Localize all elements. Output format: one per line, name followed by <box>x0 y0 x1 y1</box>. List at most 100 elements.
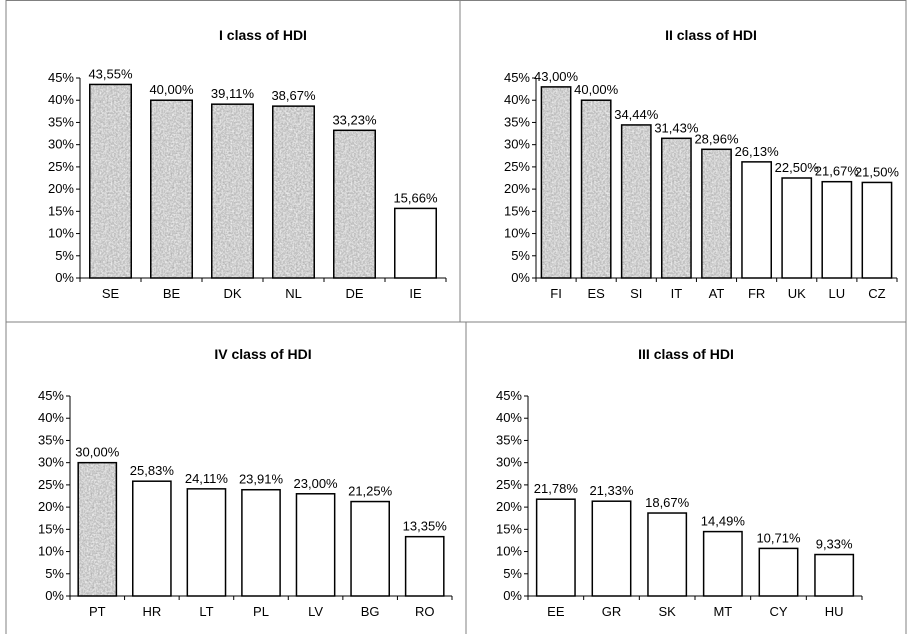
y-tick-label: 35% <box>496 432 522 447</box>
bar-be <box>150 99 193 279</box>
bar-ie <box>394 207 437 279</box>
x-tick-label-be: BE <box>163 286 181 301</box>
y-tick-label: 40% <box>504 92 530 107</box>
bar-at <box>701 148 732 279</box>
data-label-ee: 21,78% <box>534 481 579 496</box>
data-label-dk: 39,11% <box>211 86 255 101</box>
data-label-at: 28,96% <box>694 131 739 146</box>
bar-dk <box>211 103 254 279</box>
y-tick-label: 45% <box>504 70 530 85</box>
x-tick-label-es: ES <box>587 286 605 301</box>
bar-cz <box>861 181 893 279</box>
bar-sk <box>647 512 688 597</box>
x-tick-label-lt: LT <box>199 604 213 619</box>
data-label-lv: 23,00% <box>294 476 339 491</box>
y-tick-label: 5% <box>45 566 64 581</box>
data-label-bg: 21,25% <box>348 484 393 499</box>
bar-hu <box>814 553 855 597</box>
bar-lt <box>186 488 227 597</box>
y-tick-label: 30% <box>504 137 530 152</box>
y-tick-label: 0% <box>55 270 74 285</box>
data-label-cz: 21,50% <box>855 164 900 179</box>
bar-fi <box>540 86 572 279</box>
y-tick-label: 45% <box>496 388 522 403</box>
y-tick-label: 15% <box>504 203 530 218</box>
bar-de <box>333 129 376 279</box>
bar-gr <box>591 500 632 597</box>
bar-uk <box>781 177 813 279</box>
y-tick-label: 30% <box>38 455 64 470</box>
y-tick-label: 35% <box>38 432 64 447</box>
chart-class-3: 0% 5% 10% 15% 20% 25% 30% 35% 40% 45% 21,78% EE 21,3… <box>496 388 863 619</box>
chart-class-4: 0% 5% 10% 15% 20% 25% 30% 35% 40% 45% 30,00% PT 25,8… <box>38 388 453 619</box>
data-label-mt: 14,49% <box>701 514 746 529</box>
x-tick-label-se: SE <box>102 286 120 301</box>
chart-title-class-3: III class of HDI <box>638 346 734 362</box>
x-tick-label-cz: CZ <box>868 286 885 301</box>
bar-ee <box>535 498 576 597</box>
data-label-pt: 30,00% <box>75 445 120 460</box>
bar-pt <box>77 461 118 597</box>
bar-ro <box>404 535 445 597</box>
bar-mt <box>702 530 743 597</box>
y-tick-label: 10% <box>504 226 530 241</box>
y-tick-label: 20% <box>504 181 530 196</box>
data-label-fr: 26,13% <box>735 144 780 159</box>
x-tick-label-dk: DK <box>223 286 241 301</box>
y-tick-label: 5% <box>55 248 74 263</box>
x-tick-label-nl: NL <box>285 286 302 301</box>
y-tick-label: 35% <box>48 114 74 129</box>
y-tick-label: 40% <box>48 92 74 107</box>
data-label-de: 33,23% <box>332 112 377 127</box>
data-label-hr: 25,83% <box>130 463 175 478</box>
y-tick-label: 10% <box>496 544 522 559</box>
data-label-se: 43,55% <box>88 66 133 81</box>
x-tick-label-fi: FI <box>550 286 562 301</box>
x-tick-label-cy: CY <box>769 604 787 619</box>
bar-fr <box>741 161 773 279</box>
x-tick-label-lu: LU <box>829 286 846 301</box>
data-label-ie: 15,66% <box>393 190 438 205</box>
y-tick-label: 15% <box>38 521 64 536</box>
x-tick-label-ro: RO <box>415 604 435 619</box>
y-tick-label: 5% <box>511 248 530 263</box>
data-label-fi: 43,00% <box>534 69 579 84</box>
y-tick-label: 25% <box>48 159 74 174</box>
x-tick-label-at: AT <box>709 286 725 301</box>
data-label-hu: 9,33% <box>816 537 853 552</box>
bar-hr <box>132 480 172 597</box>
data-label-nl: 38,67% <box>271 88 316 103</box>
y-tick-label: 0% <box>45 588 64 603</box>
y-tick-label: 15% <box>48 203 74 218</box>
chart-class-1: 0% 5% 10% 15% 20% 25% 30% 35% 40% 45% 43,55% SE 40,0… <box>48 66 447 301</box>
data-label-lt: 24,11% <box>185 471 229 486</box>
x-tick-label-si: SI <box>630 286 642 301</box>
x-tick-label-ee: EE <box>547 604 565 619</box>
bar-it <box>660 137 692 279</box>
chart-class-2: 0% 5% 10% 15% 20% 25% 30% 35% 40% 45% 43,00% FI 40,0… <box>504 69 899 301</box>
x-tick-label-de: DE <box>345 286 363 301</box>
bar-si <box>620 124 652 279</box>
x-tick-label-it: IT <box>671 286 683 301</box>
x-tick-label-sk: SK <box>658 604 676 619</box>
data-label-lu: 21,67% <box>815 164 860 179</box>
data-label-pl: 23,91% <box>239 472 284 487</box>
bar-pl <box>241 488 281 597</box>
x-tick-label-bg: BG <box>361 604 380 619</box>
x-tick-label-ie: IE <box>409 286 422 301</box>
data-label-si: 34,44% <box>614 107 659 122</box>
data-label-gr: 21,33% <box>589 483 634 498</box>
y-tick-label: 30% <box>48 137 74 152</box>
y-tick-label: 20% <box>496 499 522 514</box>
x-tick-label-lv: LV <box>308 604 323 619</box>
x-tick-label-hu: HU <box>825 604 844 619</box>
bar-bg <box>350 500 390 597</box>
chart-title-class-4: IV class of HDI <box>214 346 311 362</box>
y-tick-label: 15% <box>496 521 522 536</box>
bar-lu <box>821 180 853 279</box>
y-tick-label: 10% <box>48 226 74 241</box>
y-tick-label: 25% <box>496 477 522 492</box>
y-tick-label: 20% <box>48 181 74 196</box>
chart-title-class-2: II class of HDI <box>665 27 757 43</box>
